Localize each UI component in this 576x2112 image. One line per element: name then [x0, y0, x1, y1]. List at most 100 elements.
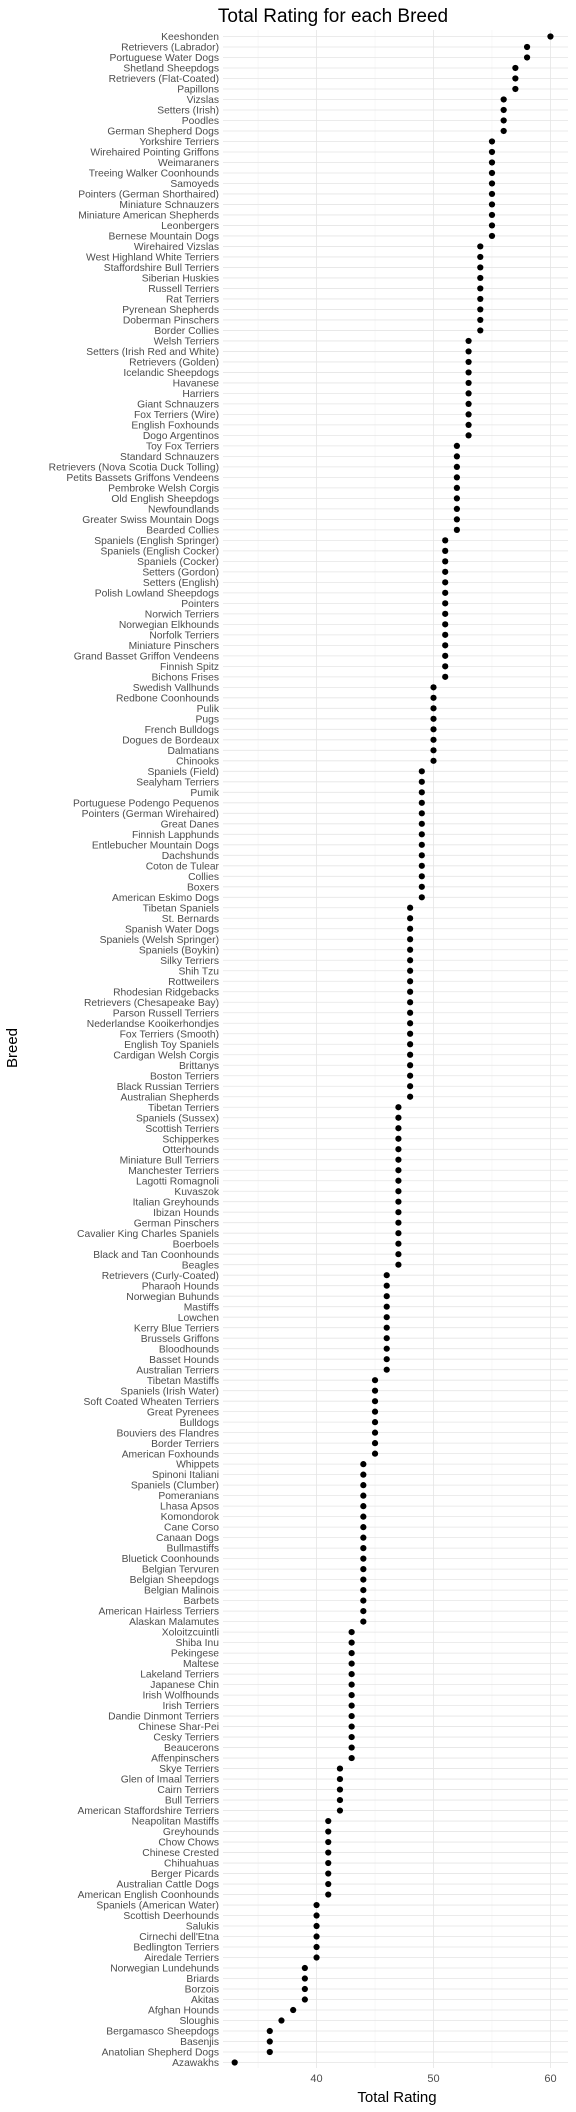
category-label: German Pinschers: [134, 1218, 219, 1229]
data-point: [512, 64, 519, 72]
category-label: Canaan Dogs: [156, 1533, 219, 1544]
category-label: Setters (Irish Red and White): [86, 347, 219, 358]
data-point: [407, 988, 414, 995]
data-point: [488, 201, 496, 208]
data-point: [325, 1880, 332, 1888]
category-label: Dogues de Bordeaux: [122, 735, 220, 746]
category-label: Pomeranians: [158, 1491, 219, 1502]
category-label: Bergamasco Sheepdogs: [106, 2027, 219, 2038]
data-point: [395, 1125, 402, 1132]
data-point: [313, 1933, 320, 1940]
data-point: [313, 1943, 320, 1951]
category-label: Boxers: [187, 882, 219, 893]
category-label: Brussels Griffons: [141, 1334, 219, 1345]
category-label: Greyhounds: [163, 1827, 219, 1838]
category-label: Pointers (German Shorthaired): [78, 190, 219, 201]
category-label: German Shepherd Dogs: [107, 127, 219, 138]
category-label: Pembroke Welsh Corgis: [108, 483, 219, 494]
data-point: [313, 1901, 320, 1909]
category-label: Cesky Terriers: [153, 1733, 219, 1744]
category-label: Spaniels (Field): [147, 767, 219, 778]
data-point: [336, 1786, 344, 1793]
category-label: Wirehaired Pointing Griffons: [90, 148, 219, 159]
category-label: Standard Schnauzers: [120, 452, 219, 463]
data-point: [418, 894, 425, 901]
data-point: [430, 757, 437, 764]
data-point: [395, 1135, 402, 1142]
category-label: Belgian Sheepdogs: [130, 1575, 219, 1586]
category-label: Neapolitan Mastiffs: [132, 1817, 219, 1828]
data-point: [360, 1608, 367, 1615]
data-point: [407, 904, 414, 911]
category-label: Dachshunds: [162, 851, 219, 862]
data-point: [348, 1660, 355, 1667]
category-label: Miniature Schnauzers: [119, 200, 219, 211]
category-label: Havanese: [173, 379, 220, 390]
data-point: [512, 75, 519, 82]
data-point: [371, 1398, 379, 1405]
data-point: [371, 1440, 379, 1447]
category-label: Rat Terriers: [166, 295, 219, 306]
category-label: Norfolk Terriers: [149, 630, 219, 641]
data-point: [325, 1828, 332, 1835]
category-label: Chihuahuas: [164, 1859, 219, 1870]
data-point: [407, 1009, 414, 1016]
data-point: [313, 1912, 320, 1919]
category-label: Berger Picards: [151, 1869, 219, 1880]
data-point: [348, 1629, 355, 1636]
category-label: Spaniels (American Water): [96, 1901, 219, 1912]
category-label: Vizslas: [187, 95, 219, 106]
category-label: Bulldogs: [180, 1418, 220, 1429]
data-point: [407, 946, 414, 953]
category-label: Lhasa Apsos: [160, 1502, 219, 1513]
data-point: [348, 1650, 355, 1657]
data-point: [465, 358, 472, 366]
data-point: [512, 85, 519, 93]
data-point: [313, 1954, 320, 1961]
category-label: Chinooks: [176, 756, 219, 767]
category-label: Fox Terriers (Wire): [134, 410, 219, 421]
data-point: [360, 1555, 367, 1562]
data-point: [407, 967, 414, 974]
data-point: [395, 1156, 402, 1163]
category-label: Siberian Huskies: [142, 274, 219, 285]
category-label: Newfoundlands: [148, 504, 219, 515]
data-point: [407, 999, 414, 1006]
data-point: [383, 1345, 390, 1352]
data-point: [488, 159, 496, 166]
data-point: [488, 232, 496, 240]
data-point: [453, 526, 460, 533]
data-point: [360, 1503, 367, 1510]
data-point: [500, 96, 507, 103]
category-label: Bedlington Terriers: [133, 1943, 219, 1954]
data-point: [488, 190, 496, 198]
data-point: [418, 873, 425, 880]
category-label: Skye Terriers: [159, 1764, 219, 1775]
category-label: Norwegian Lundehunds: [110, 1964, 219, 1975]
category-label: Brittanys: [179, 1061, 219, 1072]
category-label: Norwegian Elkhounds: [119, 620, 219, 631]
category-label: Miniature Bull Terriers: [120, 1155, 219, 1166]
data-point: [418, 789, 425, 796]
data-point: [407, 1062, 414, 1069]
category-label: Treeing Walker Coonhounds: [89, 169, 219, 180]
data-point: [360, 1618, 367, 1625]
data-point: [395, 1230, 402, 1237]
data-point: [523, 43, 531, 51]
category-label: Irish Terriers: [163, 1701, 219, 1712]
category-label: Retrievers (Labrador): [121, 43, 219, 54]
data-point: [325, 1870, 332, 1877]
data-point: [395, 1188, 402, 1195]
category-label: Spaniels (English Springer): [94, 536, 219, 547]
category-label: Belgian Malinois: [144, 1586, 219, 1597]
category-label: Petits Bassets Griffons Vendeens: [66, 473, 219, 484]
category-label: Irish Wolfhounds: [142, 1691, 219, 1702]
category-label: Australian Terriers: [136, 1365, 219, 1376]
category-label: Australian Cattle Dogs: [117, 1880, 219, 1891]
data-point: [488, 222, 496, 229]
category-label: Icelandic Sheepdogs: [123, 368, 219, 379]
data-point: [488, 169, 496, 177]
category-label: Xoloitzcuintli: [162, 1628, 219, 1639]
category-label: Bullmastiffs: [167, 1544, 219, 1555]
category-label: Welsh Terriers: [154, 337, 219, 348]
